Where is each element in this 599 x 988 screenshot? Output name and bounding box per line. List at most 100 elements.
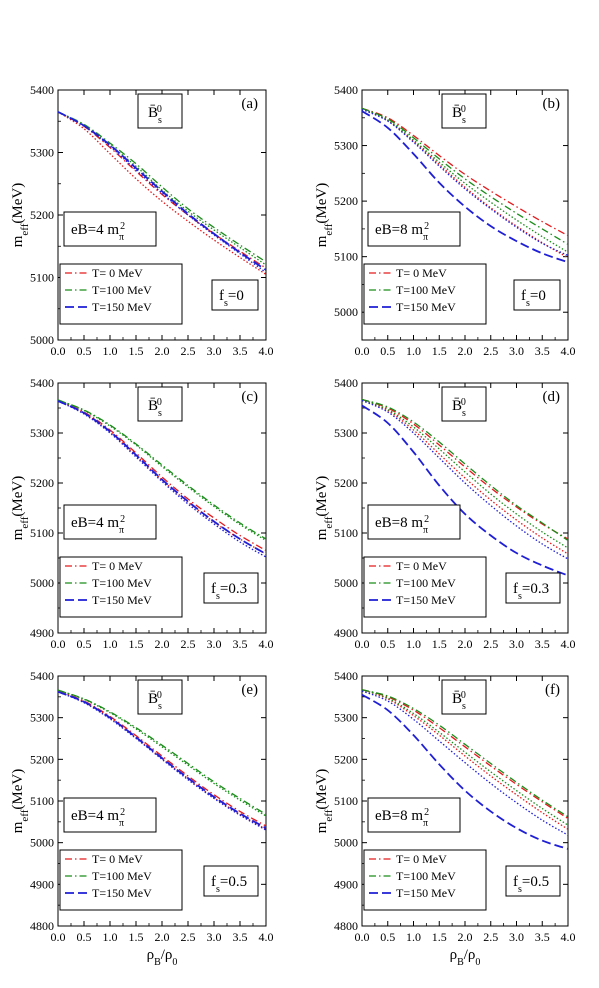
- x-tick-label: 3.5: [535, 930, 550, 944]
- y-tick-label: 5100: [30, 794, 54, 808]
- meson-label: B̄s0: [452, 690, 466, 712]
- series-line-1: [362, 107, 568, 259]
- legend-label: T= 0 MeV: [396, 852, 447, 866]
- meson-label: B̄s0: [148, 104, 162, 126]
- x-tick-label: 1.0: [103, 930, 118, 944]
- x-axis-label: ρB/ρ0: [450, 947, 481, 968]
- y-axis-label: meff(MeV): [314, 769, 335, 834]
- x-tick-label: 2.0: [155, 344, 170, 358]
- series-line-3: [58, 689, 266, 817]
- x-tick-label: 3.5: [233, 930, 248, 944]
- series-line-1: [58, 111, 266, 275]
- panel-letter: (a): [241, 96, 258, 112]
- legend-label: T=150 MeV: [92, 886, 152, 900]
- x-tick-label: 4.0: [561, 930, 576, 944]
- x-axis-label: ρB/ρ0: [147, 947, 178, 968]
- series-line-0: [362, 689, 568, 820]
- x-tick-label: 2.0: [458, 637, 473, 651]
- series-line-5: [362, 399, 568, 560]
- series-line-0: [362, 107, 568, 237]
- x-tick-label: 4.0: [259, 637, 274, 651]
- x-tick-label: 3.0: [509, 637, 524, 651]
- y-tick-label: 5400: [30, 376, 54, 390]
- x-tick-label: 2.5: [483, 344, 498, 358]
- legend-label: T=100 MeV: [396, 576, 456, 590]
- y-tick-label: 5000: [334, 305, 358, 319]
- eB-label: eB=4 mπ2: [71, 514, 125, 536]
- y-tick-label: 5000: [334, 576, 358, 590]
- x-tick-label: 3.5: [233, 344, 248, 358]
- legend-label: T= 0 MeV: [396, 559, 447, 573]
- eB-label: eB=4 mπ2: [71, 807, 125, 829]
- x-tick-label: 1.5: [129, 930, 144, 944]
- series-line-1: [58, 399, 266, 555]
- x-tick-label: 0.5: [380, 637, 395, 651]
- panel-b: 0.0 0.5 1.0 1.5 2.0 2.5 3.0 3.5 4.0 5000 5100 5200 5…: [314, 83, 576, 358]
- x-tick-label: 1.0: [406, 344, 421, 358]
- panel-letter: (d): [543, 389, 561, 405]
- legend-label: T=100 MeV: [396, 283, 456, 297]
- x-tick-label: 0.5: [77, 930, 92, 944]
- fs-label: fs=0.3: [513, 581, 549, 602]
- y-axis-label: meff(MeV): [314, 183, 335, 248]
- eB-label-box: [63, 504, 157, 540]
- eB-label-box: [367, 211, 461, 247]
- y-tick-label: 5300: [30, 426, 54, 440]
- y-tick-label: 5400: [30, 83, 54, 97]
- x-tick-label: 1.5: [129, 637, 144, 651]
- y-tick-label: 5000: [30, 576, 54, 590]
- panel-letter: (f): [545, 682, 560, 698]
- series-line-4: [58, 690, 266, 829]
- x-tick-label: 2.5: [181, 637, 196, 651]
- legend-label: T=150 MeV: [92, 300, 152, 314]
- legend-label: T=100 MeV: [92, 283, 152, 297]
- y-tick-label: 5300: [334, 426, 358, 440]
- y-tick-label: 5300: [30, 711, 54, 725]
- x-tick-label: 4.0: [561, 637, 576, 651]
- eB-label: eB=8 mπ2: [375, 807, 429, 829]
- y-tick-label: 4800: [30, 919, 54, 933]
- y-tick-label: 5200: [30, 752, 54, 766]
- series-line-2: [362, 398, 568, 542]
- meson-label: B̄s0: [452, 104, 466, 126]
- y-tick-label: 5200: [30, 476, 54, 490]
- y-tick-label: 5100: [30, 526, 54, 540]
- y-tick-label: 5300: [334, 711, 358, 725]
- meson-label-box: [441, 93, 487, 129]
- panel-e: 0.0 0.5 1.0 1.5 2.0 2.5 3.0 3.5 4.0 4800 4900 5000 5…: [10, 669, 274, 968]
- x-tick-label: 2.5: [181, 344, 196, 358]
- fs-label-box: [505, 865, 561, 897]
- fs-label: fs=0.5: [211, 874, 247, 895]
- panel-d: 0.0 0.5 1.0 1.5 2.0 2.5 3.0 3.5 4.0 4900 5000 5100 5…: [314, 376, 576, 651]
- fs-label-box: [203, 572, 259, 604]
- legend-box: [59, 556, 183, 618]
- x-tick-label: 3.0: [207, 344, 222, 358]
- y-tick-label: 5100: [334, 250, 358, 264]
- legend-box: [59, 849, 183, 911]
- series-line-1: [362, 398, 568, 555]
- series-line-4: [362, 693, 568, 850]
- y-tick-label: 5000: [30, 836, 54, 850]
- x-tick-label: 3.0: [207, 930, 222, 944]
- y-tick-label: 5200: [334, 194, 358, 208]
- x-tick-label: 2.0: [458, 344, 473, 358]
- y-tick-label: 4900: [30, 626, 54, 640]
- meson-label: B̄s0: [452, 397, 466, 419]
- x-tick-label: 0.5: [380, 344, 395, 358]
- y-tick-label: 4900: [334, 626, 358, 640]
- y-tick-label: 5100: [334, 526, 358, 540]
- meson-label-box: [441, 386, 487, 422]
- fs-label-box: [505, 572, 561, 604]
- x-tick-label: 3.0: [509, 930, 524, 944]
- x-tick-label: 4.0: [259, 930, 274, 944]
- x-tick-label: 1.0: [103, 637, 118, 651]
- series-line-4: [362, 110, 568, 264]
- meson-label-box: [137, 386, 183, 422]
- x-tick-label: 2.5: [483, 930, 498, 944]
- x-tick-label: 0.5: [380, 930, 395, 944]
- series-line-1: [362, 689, 568, 830]
- legend-label: T=100 MeV: [92, 869, 152, 883]
- fs-label: fs=0: [219, 288, 244, 309]
- y-tick-label: 5300: [30, 146, 54, 160]
